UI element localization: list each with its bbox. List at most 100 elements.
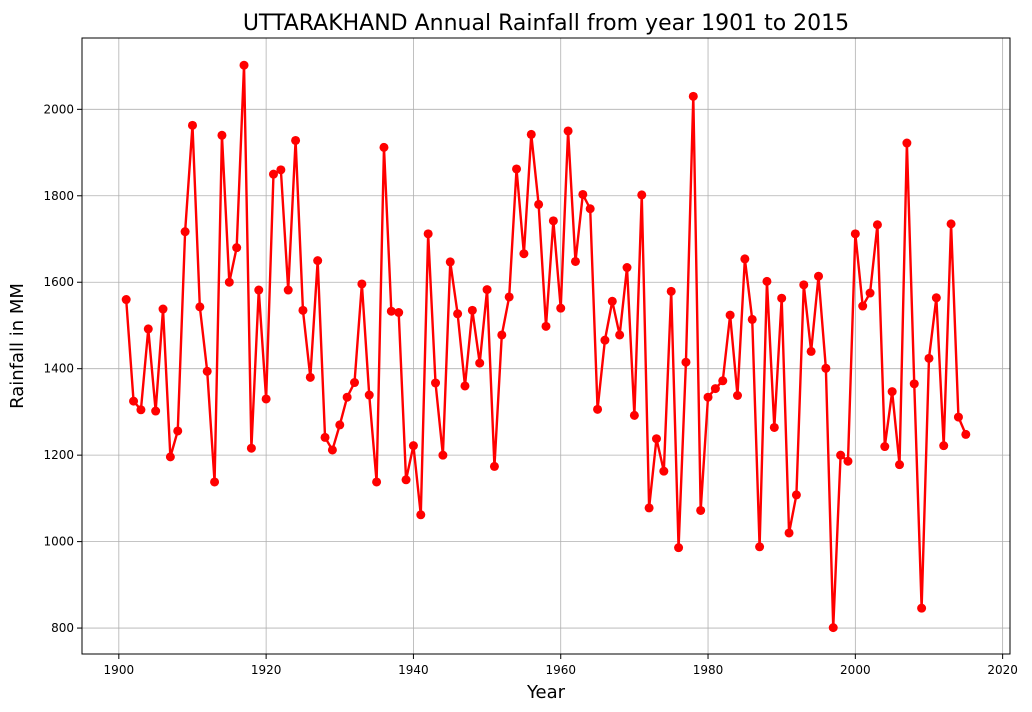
data-point [791, 490, 801, 500]
x-tick-label: 1980 [693, 663, 724, 677]
data-point [931, 293, 941, 303]
chart-title: UTTARAKHAND Annual Rainfall from year 19… [243, 11, 849, 36]
data-point [615, 330, 625, 340]
data-point [239, 60, 249, 70]
data-point [762, 276, 772, 286]
data-point [747, 314, 757, 324]
grid [82, 38, 1010, 654]
data-point [607, 296, 617, 306]
data-point [718, 376, 728, 386]
data-point [445, 257, 455, 267]
data-point [158, 304, 168, 314]
series-line-layer [124, 64, 967, 629]
data-point [298, 305, 308, 315]
data-point [313, 256, 323, 266]
data-point [136, 405, 146, 415]
data-point [283, 285, 293, 295]
data-point [504, 292, 514, 302]
y-tick-label: 1000 [43, 535, 74, 549]
data-point [350, 378, 360, 388]
data-point [681, 357, 691, 367]
series-line [124, 64, 967, 629]
data-point [357, 279, 367, 289]
data-point [858, 301, 868, 311]
data-point [644, 503, 654, 513]
data-point [489, 461, 499, 471]
data-point [151, 406, 161, 416]
data-point [394, 308, 404, 317]
y-tick-label: 1400 [43, 362, 74, 376]
data-point [880, 442, 890, 452]
y-tick-label: 1800 [43, 189, 74, 203]
data-point [526, 129, 536, 139]
data-point [372, 477, 382, 487]
data-point [563, 126, 573, 136]
data-point [902, 138, 912, 148]
data-point [850, 229, 860, 239]
y-tick-label: 1200 [43, 448, 74, 462]
data-point [512, 164, 522, 174]
x-axis-ticks: 1900 1920 1940 1960 1980 2000 2020 [104, 654, 1018, 677]
x-axis-title: Year [526, 682, 566, 703]
data-point [637, 190, 647, 200]
y-tick-label: 800 [51, 621, 74, 635]
data-point [688, 91, 698, 101]
data-point [386, 306, 396, 316]
data-point [246, 443, 256, 453]
data-point [187, 120, 197, 130]
data-point [769, 422, 779, 432]
data-point [217, 130, 227, 140]
data-point [320, 432, 330, 442]
data-point [828, 623, 838, 633]
data-point [556, 303, 566, 313]
data-point [431, 378, 441, 388]
data-point [946, 219, 956, 229]
data-point [129, 396, 139, 406]
data-point [460, 381, 470, 391]
y-axis-ticks: 800 1000 1200 1400 1600 1800 2000 [43, 102, 82, 635]
data-points [121, 60, 971, 633]
data-point [799, 280, 809, 290]
data-point [335, 420, 345, 430]
data-point [917, 603, 927, 613]
y-tick-label: 1600 [43, 275, 74, 289]
data-point [909, 379, 919, 389]
data-point [541, 321, 551, 331]
data-point [666, 286, 676, 296]
data-point [548, 216, 558, 226]
data-point [497, 330, 507, 340]
data-point [629, 410, 639, 420]
y-tick-label: 2000 [43, 102, 74, 116]
data-point [534, 199, 544, 209]
data-point [121, 295, 131, 305]
data-point [674, 543, 684, 553]
x-tick-label: 1940 [398, 663, 429, 677]
data-point [268, 169, 278, 179]
data-point [165, 452, 175, 462]
data-point [261, 394, 271, 404]
data-point [578, 189, 588, 199]
data-point [865, 288, 875, 298]
plot-frame [81, 37, 1011, 655]
data-point [961, 429, 971, 439]
data-point [195, 302, 205, 312]
data-point [224, 277, 234, 287]
data-point [659, 466, 669, 476]
data-point [408, 441, 418, 451]
data-point [143, 324, 153, 334]
data-point [703, 392, 713, 402]
x-tick-label: 1960 [545, 663, 576, 677]
data-point [379, 142, 389, 152]
x-tick-label: 1920 [251, 663, 282, 677]
data-point [254, 285, 264, 295]
data-point [710, 384, 720, 394]
data-point [416, 510, 426, 520]
x-tick-label: 2020 [987, 663, 1018, 677]
x-tick-label: 2000 [840, 663, 871, 677]
data-point [482, 285, 492, 295]
data-point [570, 256, 580, 266]
data-point [202, 366, 212, 376]
data-point [453, 309, 463, 319]
data-point [364, 390, 374, 400]
